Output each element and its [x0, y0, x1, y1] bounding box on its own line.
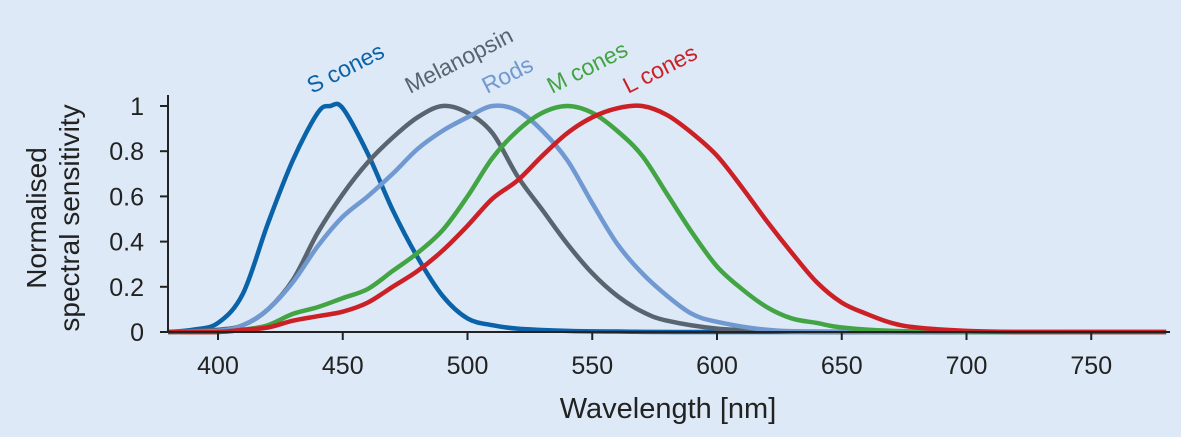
- x-tick-label: 450: [322, 352, 364, 380]
- y-tick-label: 0: [130, 319, 144, 347]
- x-tick-label: 650: [821, 352, 863, 380]
- series-curves: [167, 101, 1167, 335]
- x-tick-label: 750: [1070, 352, 1112, 380]
- x-axis-title: Wavelength [nm]: [560, 393, 777, 425]
- series-label: M cones: [542, 36, 631, 99]
- y-tick-label: 0.4: [109, 229, 144, 257]
- y-tick-label: 0.8: [109, 138, 144, 166]
- series-line-rods: [168, 103, 1167, 335]
- y-tick-label: 0.6: [109, 183, 144, 211]
- axis-ticks: 400 450 500 550 600 650 700 750 0 0.2 0.4 0.6 0.8 1: [109, 93, 1112, 380]
- y-axis-title-line2: spectral sensitivity: [54, 104, 85, 331]
- series-label: S cones: [302, 38, 388, 99]
- y-tick-label: 0.2: [109, 274, 144, 302]
- x-tick-label: 400: [197, 352, 239, 380]
- x-tick-label: 600: [696, 352, 738, 380]
- y-axis-title-line1: Normalised: [21, 147, 52, 289]
- x-tick-label: 500: [447, 352, 489, 380]
- x-tick-label: 550: [571, 352, 613, 380]
- series-line-l-cones: [168, 103, 1167, 335]
- series-line-m-cones: [168, 103, 1167, 335]
- x-tick-label: 700: [946, 352, 988, 380]
- series-label: L cones: [618, 39, 701, 98]
- y-tick-label: 1: [130, 93, 144, 121]
